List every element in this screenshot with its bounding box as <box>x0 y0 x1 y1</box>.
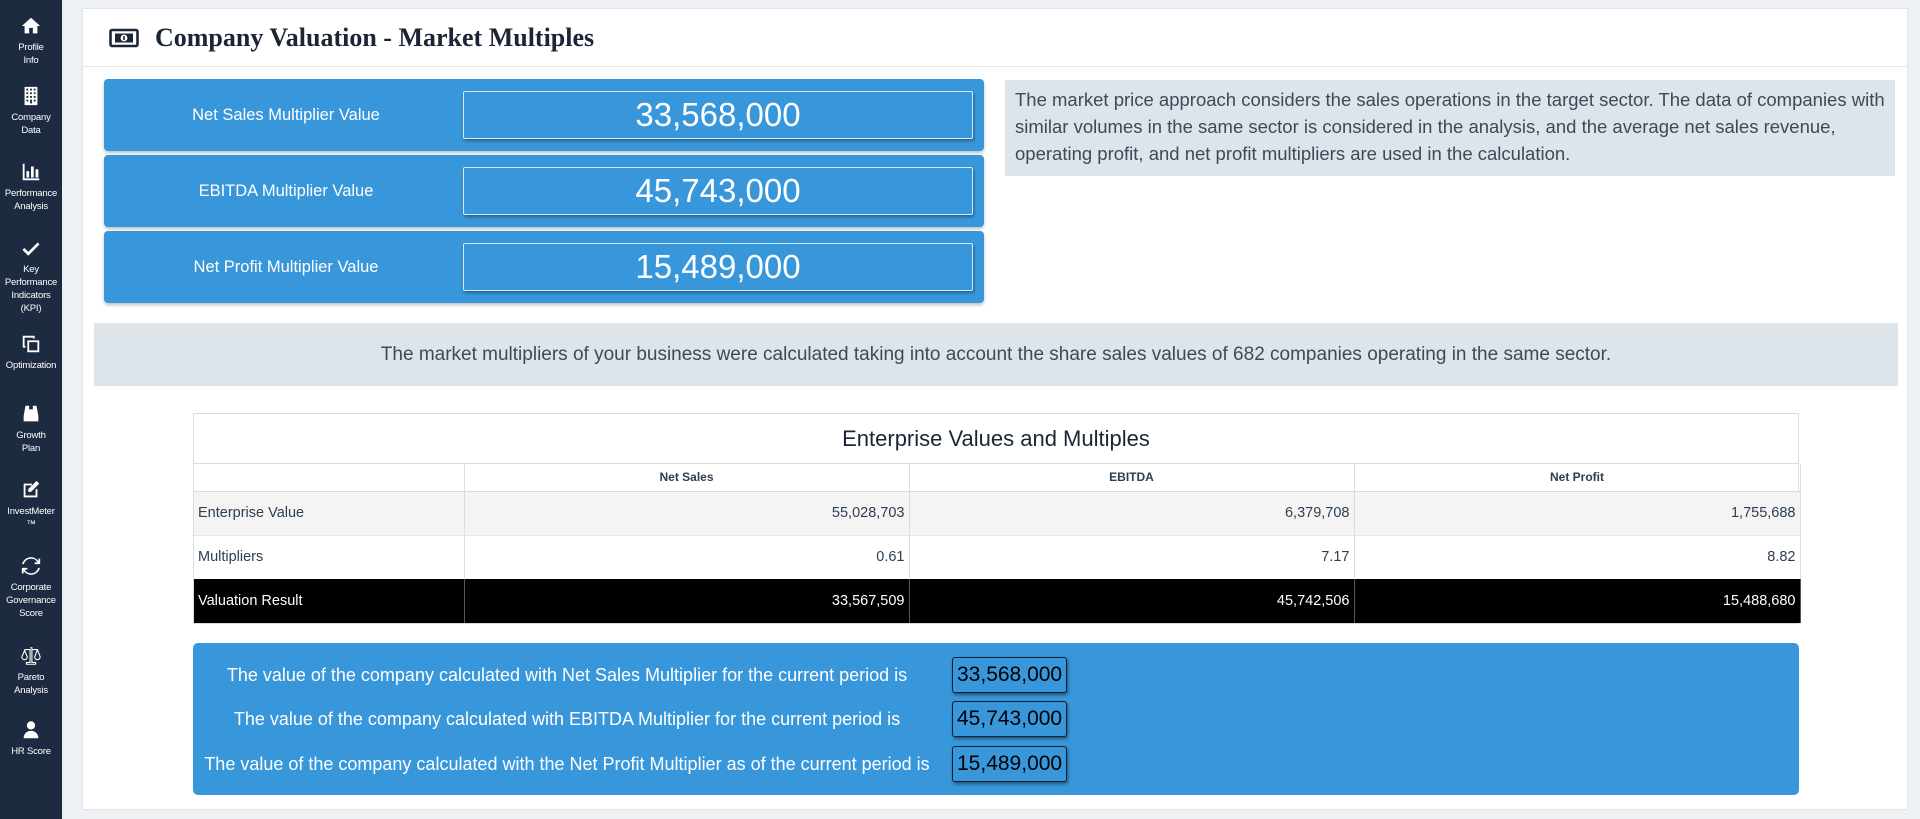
enterprise-values-table: Enterprise Values and Multiples Net Sale… <box>193 413 1801 624</box>
ebitda-multiplier-value: 45,743,000 <box>463 167 973 215</box>
row-label: Valuation Result <box>194 579 465 623</box>
method-description: The market price approach considers the … <box>1005 80 1895 176</box>
table-cell: 15,488,680 <box>1354 579 1801 623</box>
sidebar-item-hr-score[interactable]: HR Score <box>0 712 62 772</box>
table-row: Multipliers 0.61 7.17 8.82 <box>194 535 1801 579</box>
sidebar-item-label: Corporate Governance Score <box>6 582 56 619</box>
table-cell: 33,567,509 <box>464 579 910 623</box>
table-cell: 6,379,708 <box>909 491 1355 536</box>
home-icon <box>19 14 43 38</box>
money-icon <box>109 27 139 49</box>
table-cell: 45,742,506 <box>909 579 1355 623</box>
table-row-total: Valuation Result 33,567,509 45,742,506 1… <box>194 579 1801 623</box>
net-sales-multiplier-label: Net Sales Multiplier Value <box>192 105 380 124</box>
sidebar-item-label: InvestMeter ™ <box>7 506 55 530</box>
sidebar-item-label: Optimization <box>5 360 57 371</box>
summary-text: The value of the company calculated with… <box>226 664 908 685</box>
sidebar-item-growth-plan[interactable]: Growth Plan <box>0 392 62 470</box>
ebitda-multiplier-card: EBITDA Multiplier Value 45,743,000 <box>104 155 984 227</box>
sidebar-item-label: Pareto Analysis <box>14 672 48 696</box>
sidebar-item-label: Key Performance Indicators (KPI) <box>4 264 58 314</box>
building-icon <box>19 84 43 108</box>
page-header: Company Valuation - Market Multiples <box>83 9 1909 67</box>
column-header-net-sales: Net Sales <box>464 464 910 492</box>
bar-chart-icon <box>19 160 43 184</box>
check-icon <box>19 236 43 260</box>
table-cell: 1,755,688 <box>1354 491 1801 536</box>
sidebar-item-kpi[interactable]: Key Performance Indicators (KPI) <box>0 228 62 328</box>
sidebar-item-performance-analysis[interactable]: Performance Analysis <box>0 152 62 228</box>
sidebar-item-label: Company Data <box>11 112 51 136</box>
ebitda-multiplier-label: EBITDA Multiplier Value <box>198 181 374 200</box>
row-label: Enterprise Value <box>194 491 465 536</box>
table-title: Enterprise Values and Multiples <box>194 414 1798 464</box>
table-row: Enterprise Value 55,028,703 6,379,708 1,… <box>194 491 1801 536</box>
refresh-icon <box>19 554 43 578</box>
table-cell: 0.61 <box>464 535 910 579</box>
net-sales-multiplier-card: Net Sales Multiplier Value 33,568,000 <box>104 79 984 151</box>
summary-text: The value of the company calculated with… <box>204 753 930 774</box>
summary-row-ebitda: The value of the company calculated with… <box>193 699 1068 739</box>
net-profit-multiplier-card: Net Profit Multiplier Value 15,489,000 <box>104 231 984 303</box>
row-label: Multipliers <box>194 535 465 579</box>
edit-icon <box>19 478 43 502</box>
net-profit-multiplier-value: 15,489,000 <box>463 243 973 291</box>
sidebar-item-label: Growth Plan <box>16 430 46 454</box>
table-header-row: Net Sales EBITDA Net Profit <box>194 464 1801 492</box>
binoculars-icon <box>19 402 43 426</box>
page-title: Company Valuation - Market Multiples <box>155 22 595 52</box>
sidebar-item-company-data[interactable]: Company Data <box>0 76 62 152</box>
scale-icon <box>19 644 43 668</box>
sidebar-item-corporate-governance[interactable]: Corporate Governance Score <box>0 546 62 636</box>
summary-text: The value of the company calculated with… <box>233 708 901 729</box>
sidebar-item-label: Profile Info <box>18 42 44 66</box>
user-icon <box>19 718 43 742</box>
summary-value: 15,489,000 <box>952 746 1068 782</box>
valuation-summary: The value of the company calculated with… <box>193 643 1799 795</box>
sidebar-item-pareto-analysis[interactable]: Pareto Analysis <box>0 636 62 712</box>
summary-row-net-profit: The value of the company calculated with… <box>193 744 1068 784</box>
summary-value: 33,568,000 <box>952 657 1068 693</box>
sidebar-item-optimization[interactable]: Optimization <box>0 328 62 392</box>
copy-icon <box>19 332 43 356</box>
sidebar-item-label: HR Score <box>11 746 51 757</box>
table: Net Sales EBITDA Net Profit Enterprise V… <box>194 464 1801 623</box>
sidebar: Profile Info Company Data Performance An… <box>0 0 62 819</box>
summary-row-net-sales: The value of the company calculated with… <box>193 655 1068 695</box>
column-header-net-profit: Net Profit <box>1354 464 1801 492</box>
sidebar-item-profile-info[interactable]: Profile Info <box>0 14 62 76</box>
table-cell: 8.82 <box>1354 535 1801 579</box>
table-cell: 7.17 <box>909 535 1355 579</box>
net-profit-multiplier-label: Net Profit Multiplier Value <box>193 257 379 276</box>
table-cell: 55,028,703 <box>464 491 910 536</box>
sidebar-item-investmeter[interactable]: InvestMeter ™ <box>0 470 62 546</box>
sector-note: The market multipliers of your business … <box>94 323 1898 386</box>
summary-value: 45,743,000 <box>952 701 1068 737</box>
sidebar-item-label: Performance Analysis <box>4 188 58 212</box>
column-header <box>194 464 465 492</box>
main-panel: Company Valuation - Market Multiples Net… <box>82 8 1909 810</box>
net-sales-multiplier-value: 33,568,000 <box>463 91 973 139</box>
column-header-ebitda: EBITDA <box>909 464 1355 492</box>
